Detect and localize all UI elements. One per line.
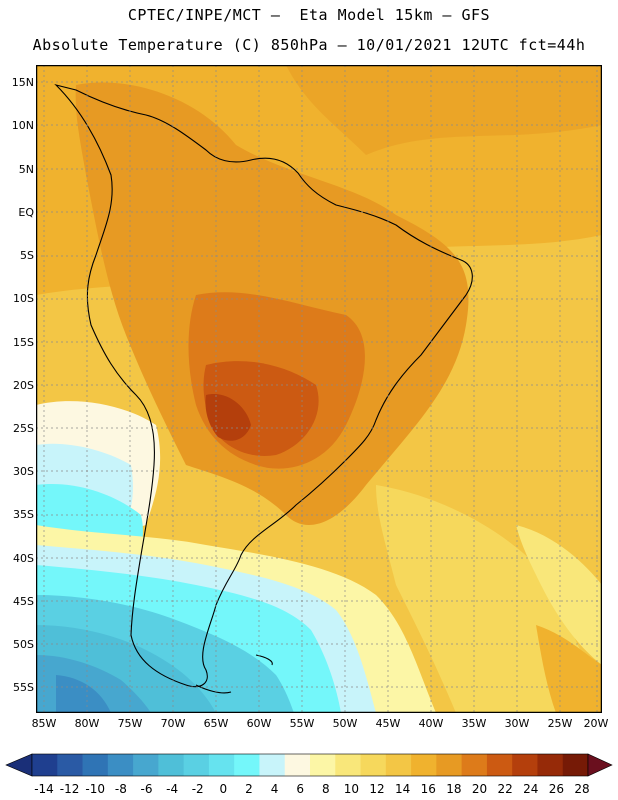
colorbar-swatch [133,754,159,776]
lon-label-35w: 35W [461,717,487,730]
map-frame [36,65,602,713]
lon-label-75w: 75W [117,717,143,730]
lat-label-15n: 15N [11,76,34,89]
lat-label-25s: 25S [13,422,34,435]
colorbar-swatch [107,754,134,776]
temperature-field [36,65,602,713]
colorbar-swatch [57,754,83,776]
lat-label-30s: 30S [13,465,34,478]
lon-label-50w: 50W [332,717,358,730]
colorbar-tick-label: 28 [574,782,590,796]
lat-label-50s: 50S [13,638,34,651]
lat-label-40s: 40S [13,552,34,565]
colorbar-under-arrow [5,753,33,777]
colorbar-tick-label: -14 [34,782,54,796]
colorbar-tick-label: -4 [166,782,179,796]
lon-label-70w: 70W [160,717,186,730]
lon-label-60w: 60W [246,717,272,730]
colorbar-swatch [158,754,185,776]
colorbar-swatch [32,754,58,776]
colorbar-tick-label: -8 [114,782,127,796]
lat-label-35s: 35S [13,508,34,521]
lon-label-45w: 45W [375,717,401,730]
colorbar-tick-label: 2 [245,782,253,796]
coastline [54,83,473,694]
chart-title-line-2: Absolute Temperature (C) 850hPa – 10/01/… [32,36,586,54]
lat-label-5n: 5N [18,163,34,176]
lat-label-55s: 55S [13,681,34,694]
colorbar-tick-label: -2 [191,782,204,796]
lat-label-15s: 15S [13,336,34,349]
colorbar-swatch [284,754,311,776]
map-canvas [36,65,602,713]
lat-label-10s: 10S [13,292,34,305]
lat-label-eq: EQ [18,206,34,219]
colorbar-swatch [562,754,589,776]
colorbar-swatch [310,754,336,776]
colorbar-swatch [360,754,387,776]
colorbar-tick-label: 22 [497,782,513,796]
colorbar-tick-label: 26 [548,782,565,796]
colorbar [5,753,613,777]
colorbar-tick-label: 6 [296,782,304,796]
colorbar-swatch [411,754,437,776]
colorbar-swatch [537,754,564,776]
colorbar-tick-label: -10 [85,782,105,796]
colorbar-tick-label: 4 [270,782,279,796]
colorbar-swatch [234,754,260,776]
colorbar-tick-label: -6 [140,782,153,796]
colorbar-swatch [208,754,235,776]
colorbar-tick-label: 18 [446,782,462,796]
colorbar-swatch [82,754,109,776]
colorbar-tick-label: 12 [369,782,385,796]
lon-label-80w: 80W [74,717,100,730]
lon-label-55w: 55W [289,717,315,730]
lon-label-85w: 85W [31,717,57,730]
colorbar-over-arrow [587,753,613,777]
lat-label-20s: 20S [13,379,34,392]
lon-label-20w: 20W [583,717,609,730]
colorbar-tick-label: 8 [321,782,330,796]
colorbar-tick-label: 14 [395,782,411,796]
lat-label-5s: 5S [20,249,34,262]
colorbar-swatch [335,754,361,776]
colorbar-swatch [259,754,286,776]
temperature-map [36,65,602,713]
colorbar-swatch [183,754,210,776]
lat-label-45s: 45S [13,595,34,608]
colorbar-tick-label: 10 [343,782,360,796]
colorbar-swatch [512,754,538,776]
graticule [36,65,602,713]
lon-label-25w: 25W [547,717,573,730]
colorbar-swatch [436,754,463,776]
lon-label-30w: 30W [504,717,530,730]
colorbar-swatch [461,754,488,776]
colorbar-tick-label: 24 [523,782,539,796]
colorbar-swatch [385,754,412,776]
colorbar-tick-label: 20 [471,782,488,796]
lat-label-10n: 10N [11,119,34,132]
colorbar-tick-label: 16 [420,782,436,796]
colorbar-tick-label: -12 [59,782,80,796]
colorbar-tick-label: 0 [219,782,228,796]
chart-title-line-1: CPTEC/INPE/MCT – Eta Model 15km – GFS [127,6,491,24]
lon-label-65w: 65W [203,717,229,730]
lon-label-40w: 40W [418,717,444,730]
colorbar-swatch [486,754,513,776]
